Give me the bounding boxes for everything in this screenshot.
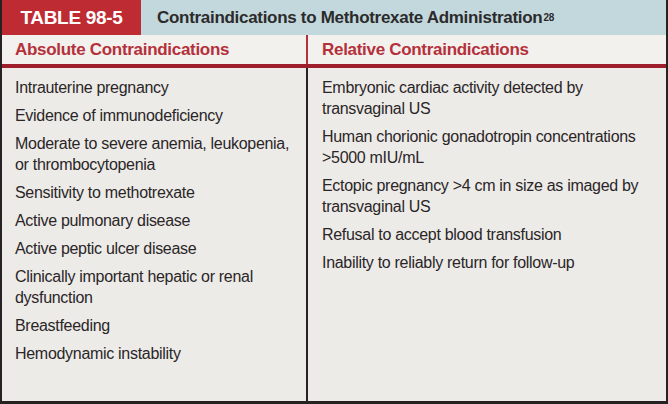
absolute-contraindications-list: Intrauterine pregnancy Evidence of immun… xyxy=(15,77,298,364)
list-item: Sensitivity to methotrexate xyxy=(15,182,298,203)
list-item: Breastfeeding xyxy=(15,315,298,336)
list-item: Evidence of immunodeficiency xyxy=(15,105,298,126)
list-item: Refusal to accept blood transfusion xyxy=(322,224,658,245)
list-item: Inability to reliably return for follow-… xyxy=(322,252,658,273)
table-header-band: TABLE 98-5 Contraindications to Methotre… xyxy=(2,0,666,35)
column-header-row: Absolute Contraindications Relative Cont… xyxy=(2,35,666,68)
table-number-label: TABLE 98-5 xyxy=(2,0,141,35)
table-title: Contraindications to Methotrexate Admini… xyxy=(157,8,542,28)
table-body: Intrauterine pregnancy Evidence of immun… xyxy=(2,68,666,404)
list-item: Embryonic cardiac activity detected by t… xyxy=(322,77,658,119)
column-header-relative: Relative Contraindications xyxy=(308,35,666,64)
column-header-absolute: Absolute Contraindications xyxy=(2,35,308,64)
list-item: Human chorionic gonadotropin concentrati… xyxy=(322,126,658,168)
list-item: Clinically important hepatic or renal dy… xyxy=(15,266,298,308)
list-item: Ectopic pregnancy >4 cm in size as image… xyxy=(322,175,658,217)
relative-contraindications-list: Embryonic cardiac activity detected by t… xyxy=(322,77,658,273)
list-item: Hemodynamic instability xyxy=(15,343,298,364)
contraindications-table: TABLE 98-5 Contraindications to Methotre… xyxy=(0,0,668,404)
list-item: Moderate to severe anemia, leukopenia, o… xyxy=(15,133,298,175)
list-item: Active pulmonary disease xyxy=(15,210,298,231)
table-title-band: Contraindications to Methotrexate Admini… xyxy=(141,0,666,35)
list-item: Active peptic ulcer disease xyxy=(15,238,298,259)
relative-contraindications-column: Embryonic cardiac activity detected by t… xyxy=(308,68,666,401)
list-item: Intrauterine pregnancy xyxy=(15,77,298,98)
absolute-contraindications-column: Intrauterine pregnancy Evidence of immun… xyxy=(2,68,308,401)
